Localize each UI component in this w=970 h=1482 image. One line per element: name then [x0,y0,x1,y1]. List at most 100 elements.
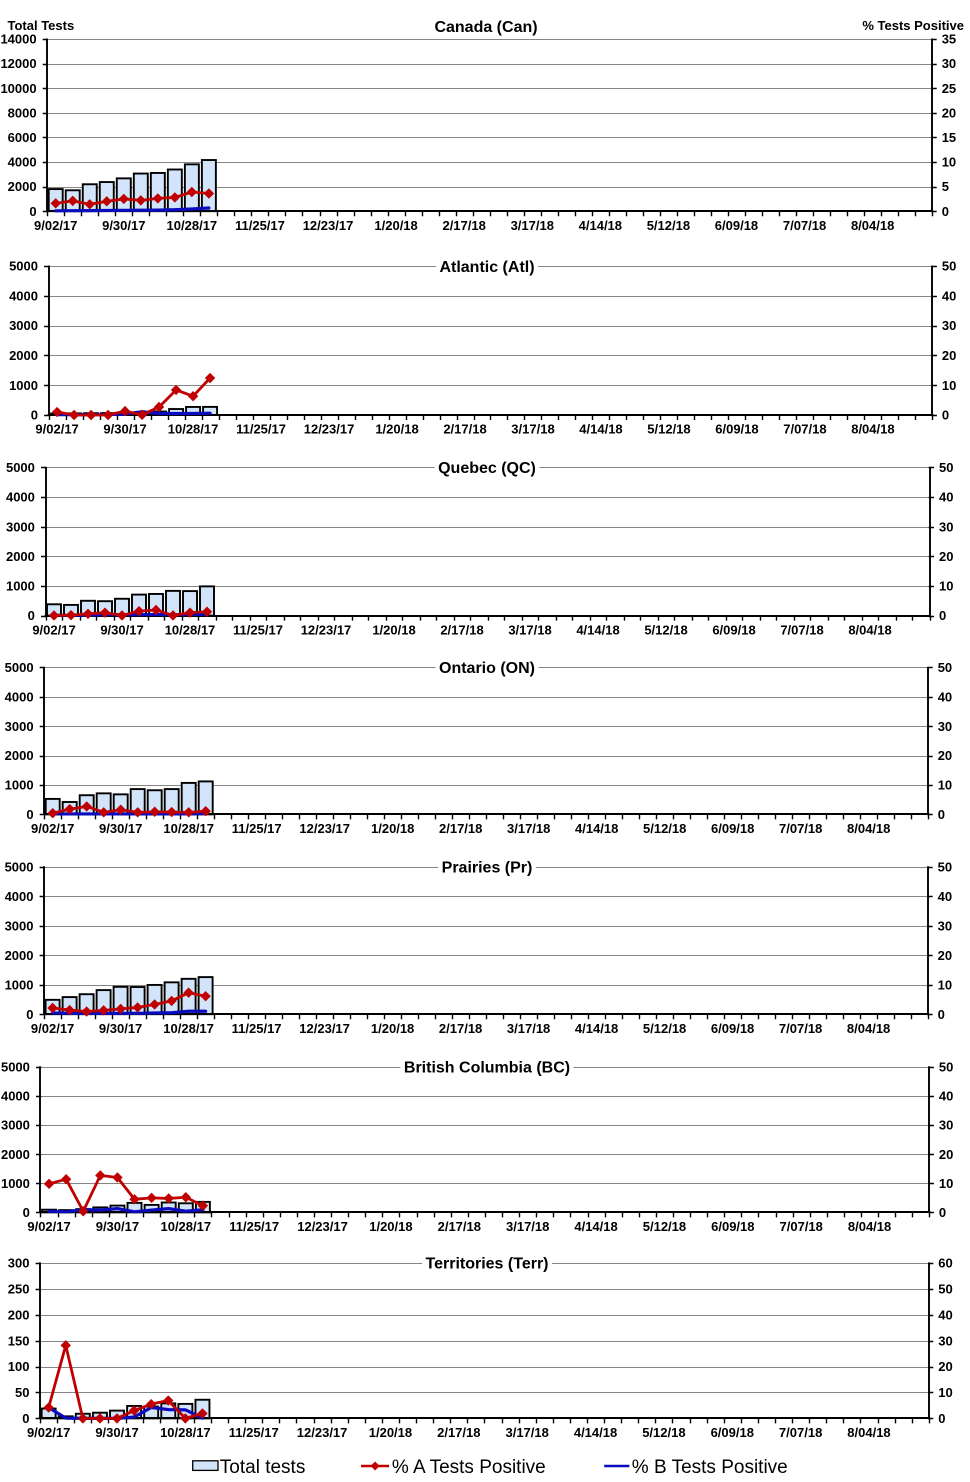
svg-text:20: 20 [938,1359,952,1374]
svg-text:6/09/18: 6/09/18 [711,1021,754,1036]
svg-text:9/02/17: 9/02/17 [31,1021,74,1036]
svg-text:Atlantic (Atl): Atlantic (Atl) [439,259,534,276]
svg-text:25: 25 [942,81,956,96]
svg-text:11/25/17: 11/25/17 [235,218,285,233]
svg-text:20: 20 [942,348,956,363]
svg-text:5000: 5000 [5,660,34,675]
svg-text:3/17/18: 3/17/18 [505,1425,548,1440]
svg-text:6/09/18: 6/09/18 [711,821,754,836]
svg-text:6/09/18: 6/09/18 [715,422,758,437]
svg-text:4/14/18: 4/14/18 [576,622,619,637]
svg-text:40: 40 [939,490,953,505]
svg-text:4000: 4000 [6,490,35,505]
svg-text:% Tests Positive: % Tests Positive [862,18,964,33]
svg-text:30: 30 [939,1118,953,1133]
svg-text:10/28/17: 10/28/17 [160,1219,211,1234]
svg-text:4/14/18: 4/14/18 [574,1219,617,1234]
svg-text:12/23/17: 12/23/17 [303,218,354,233]
svg-text:7/07/18: 7/07/18 [783,218,826,233]
svg-text:1/20/18: 1/20/18 [371,1021,414,1036]
svg-text:250: 250 [8,1281,30,1296]
svg-text:50: 50 [938,660,952,675]
svg-text:2000: 2000 [8,179,37,194]
svg-text:8/04/18: 8/04/18 [847,821,890,836]
svg-text:10: 10 [942,378,956,393]
svg-text:10/28/17: 10/28/17 [163,1021,214,1036]
svg-text:12/23/17: 12/23/17 [297,1219,348,1234]
svg-text:0: 0 [26,807,33,822]
svg-text:8/04/18: 8/04/18 [851,422,894,437]
svg-text:2000: 2000 [6,549,35,564]
svg-text:9/30/17: 9/30/17 [99,1021,142,1036]
svg-text:2/17/18: 2/17/18 [440,622,483,637]
svg-text:60: 60 [938,1256,952,1271]
svg-text:8/04/18: 8/04/18 [847,1425,890,1440]
svg-text:Ontario (ON): Ontario (ON) [439,660,535,677]
svg-text:4/14/18: 4/14/18 [575,821,618,836]
svg-text:9/30/17: 9/30/17 [96,1219,139,1234]
svg-text:9/02/17: 9/02/17 [27,1425,70,1440]
svg-text:4000: 4000 [5,889,34,904]
svg-text:1/20/18: 1/20/18 [371,821,414,836]
svg-text:0: 0 [938,1007,945,1022]
svg-text:12/23/17: 12/23/17 [297,1425,348,1440]
svg-text:0: 0 [23,1205,30,1220]
svg-text:Canada (Can): Canada (Can) [434,19,537,36]
svg-text:9/02/17: 9/02/17 [35,422,78,437]
svg-text:10: 10 [939,579,953,594]
svg-text:20: 20 [938,948,952,963]
svg-text:11/25/17: 11/25/17 [236,422,286,437]
svg-text:150: 150 [8,1333,30,1348]
svg-text:30: 30 [942,56,956,71]
svg-text:9/30/17: 9/30/17 [100,622,143,637]
svg-text:% A Tests Positive: % A Tests Positive [392,1457,546,1478]
svg-text:50: 50 [939,1059,953,1074]
svg-text:2/17/18: 2/17/18 [439,1021,482,1036]
svg-text:0: 0 [29,204,36,219]
svg-text:2/17/18: 2/17/18 [437,1425,480,1440]
svg-text:7/07/18: 7/07/18 [780,1219,823,1234]
svg-text:2/17/18: 2/17/18 [438,1219,481,1234]
svg-text:6/09/18: 6/09/18 [712,622,755,637]
svg-text:2/17/18: 2/17/18 [442,218,485,233]
svg-text:2000: 2000 [9,348,38,363]
svg-text:12/23/17: 12/23/17 [299,821,350,836]
svg-text:5/12/18: 5/12/18 [644,622,687,637]
svg-text:9/02/17: 9/02/17 [34,218,77,233]
svg-text:10: 10 [939,1176,953,1191]
svg-text:10/28/17: 10/28/17 [160,1425,211,1440]
svg-text:12/23/17: 12/23/17 [301,622,352,637]
svg-text:3/17/18: 3/17/18 [511,218,554,233]
svg-text:9/30/17: 9/30/17 [103,422,146,437]
svg-text:7/07/18: 7/07/18 [779,1425,822,1440]
svg-text:11/25/17: 11/25/17 [232,1021,282,1036]
svg-text:2000: 2000 [5,748,34,763]
svg-text:9/02/17: 9/02/17 [32,622,75,637]
svg-text:10000: 10000 [0,81,36,96]
svg-text:3000: 3000 [6,519,35,534]
svg-text:40: 40 [938,689,952,704]
svg-text:Total tests: Total tests [220,1457,306,1478]
svg-text:0: 0 [942,204,949,219]
svg-text:3000: 3000 [1,1118,30,1133]
svg-text:8000: 8000 [8,105,37,120]
svg-text:5/12/18: 5/12/18 [643,821,686,836]
svg-text:30: 30 [938,918,952,933]
svg-text:8/04/18: 8/04/18 [848,622,891,637]
svg-text:30: 30 [938,719,952,734]
svg-text:Territories (Terr): Territories (Terr) [426,1256,549,1273]
svg-text:4/14/18: 4/14/18 [575,1021,618,1036]
svg-text:9/02/17: 9/02/17 [31,821,74,836]
svg-text:0: 0 [26,1007,33,1022]
svg-text:6/09/18: 6/09/18 [711,1425,754,1440]
svg-text:5/12/18: 5/12/18 [643,1021,686,1036]
svg-text:11/25/17: 11/25/17 [232,821,282,836]
svg-text:3/17/18: 3/17/18 [506,1219,549,1234]
svg-text:50: 50 [15,1385,29,1400]
svg-text:1/20/18: 1/20/18 [369,1425,412,1440]
svg-text:0: 0 [28,608,35,623]
svg-text:5/12/18: 5/12/18 [647,218,690,233]
svg-text:7/07/18: 7/07/18 [779,1021,822,1036]
svg-text:12000: 12000 [0,56,36,71]
svg-text:2000: 2000 [5,948,34,963]
